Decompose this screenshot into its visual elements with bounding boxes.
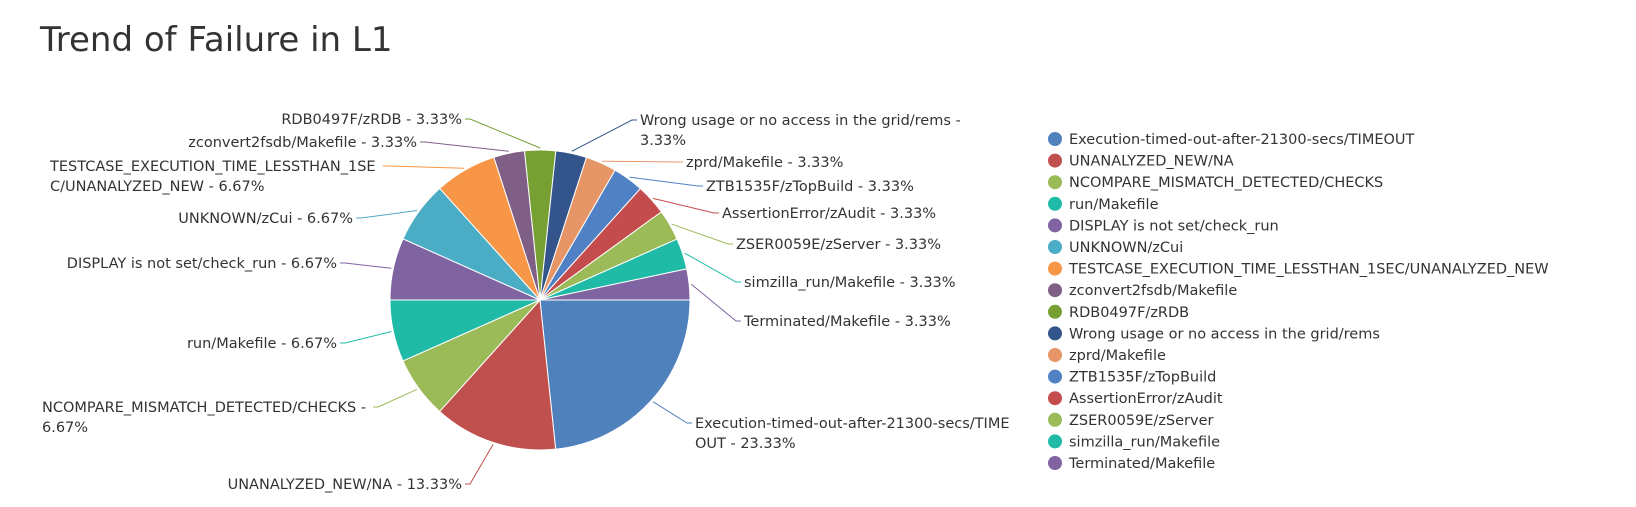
legend-marker: [1048, 196, 1062, 211]
legend-label: run/Makefile: [1069, 197, 1159, 213]
leader-line-testcase-execution-time-lessthan-1sec-unanalyzed-new: [383, 165, 465, 169]
legend-item-unknown-zcui[interactable]: UNKNOWN/zCui: [1048, 240, 1183, 256]
legend-label: NCOMPARE_MISMATCH_DETECTED/CHECKS: [1069, 175, 1383, 191]
legend-label: simzilla_run/Makefile: [1069, 434, 1220, 450]
legend-label: Terminated/Makefile: [1068, 456, 1215, 472]
legend-label: UNANALYZED_NEW/NA: [1069, 154, 1234, 170]
pie-slice-terminated-makefile[interactable]: [539, 268, 691, 301]
chart-title: Trend of Failure in L1: [40, 20, 393, 60]
slice-label-unanalyzed-new-na: UNANALYZED_NEW/NA - 13.33%: [228, 477, 462, 493]
slice-label-testcase-execution-time-lessthan-1sec-unanalyzed-new: TESTCASE_EXECUTION_TIME_LESSTHAN_1SE C/UN…: [49, 159, 376, 195]
legend-item-execution-timed-out-after-21300-secs-timeout[interactable]: Execution-timed-out-after-21300-secs/TIM…: [1048, 132, 1415, 148]
legend-item-testcase-execution-time-lessthan-1sec-unanalyzed-new[interactable]: TESTCASE_EXECUTION_TIME_LESSTHAN_1SEC/UN…: [1048, 261, 1549, 278]
legend-item-wrong-usage-or-no-access-in-the-grid-rems[interactable]: Wrong usage or no access in the grid/rem…: [1048, 326, 1380, 342]
legend-label: RDB0497F/zRDB: [1069, 305, 1189, 321]
legend-marker: [1048, 456, 1062, 470]
legend-marker: [1048, 412, 1062, 427]
leader-line-unanalyzed-new-na: [465, 444, 494, 485]
leader-line-zser0059e-zserver: [671, 223, 733, 245]
legend-marker: [1048, 369, 1062, 384]
legend-marker: [1048, 391, 1062, 406]
leader-line-rdb0497f-zrdb: [465, 118, 541, 149]
slice-label-ncompare-mismatch-detected-checks: NCOMPARE_MISMATCH_DETECTED/CHECKS -6.67%: [42, 400, 366, 436]
slice-label-execution-timed-out-after-21300-secs-timeout: Execution-timed-out-after-21300-secs/TIM…: [695, 416, 1010, 452]
legend-label: Wrong usage or no access in the grid/rem…: [1069, 326, 1380, 342]
legend-marker: [1048, 304, 1062, 319]
legend-marker: [1048, 434, 1062, 449]
legend-item-unanalyzed-new-na[interactable]: UNANALYZED_NEW/NA: [1048, 153, 1234, 170]
slice-label-zprd-makefile: zprd/Makefile - 3.33%: [686, 155, 843, 171]
legend-item-ztb1535f-ztopbuild[interactable]: ZTB1535F/zTopBuild: [1048, 369, 1216, 386]
leader-line-unknown-zcui: [356, 210, 418, 219]
legend-label: TESTCASE_EXECUTION_TIME_LESSTHAN_1SEC/UN…: [1068, 262, 1549, 278]
slice-label-assertionerror-zaudit: AssertionError/zAudit - 3.33%: [722, 206, 936, 222]
slice-label-zser0059e-zserver: ZSER0059E/zServer - 3.33%: [736, 237, 941, 253]
legend-label: ZSER0059E/zServer: [1069, 413, 1214, 429]
slice-label-display-is-not-set-check-run: DISPLAY is not set/check_run - 6.67%: [67, 256, 337, 272]
legend-item-display-is-not-set-check-run[interactable]: DISPLAY is not set/check_run: [1048, 218, 1279, 234]
legend-marker: [1048, 240, 1062, 254]
legend-marker: [1048, 175, 1062, 190]
leader-line-zprd-makefile: [601, 160, 683, 163]
pie-slices: [389, 149, 691, 451]
legend-marker: [1048, 218, 1062, 233]
legend-item-rdb0497f-zrdb[interactable]: RDB0497F/zRDB: [1048, 304, 1189, 321]
leader-line-ncompare-mismatch-detected-checks: [373, 388, 418, 408]
legend: Execution-timed-out-after-21300-secs/TIM…: [1048, 132, 1549, 472]
legend-item-zser0059e-zserver[interactable]: ZSER0059E/zServer: [1048, 412, 1214, 429]
legend-item-run-makefile[interactable]: run/Makefile: [1048, 196, 1159, 213]
slice-label-simzilla-run-makefile: simzilla_run/Makefile - 3.33%: [744, 275, 956, 291]
legend-marker: [1048, 283, 1062, 298]
leader-line-zconvert2fsdb-makefile: [420, 141, 509, 152]
slice-label-run-makefile: run/Makefile - 6.67%: [187, 336, 337, 352]
leader-line-terminated-makefile: [690, 283, 741, 322]
leader-line-wrong-usage-or-no-access-in-the-grid-rems: [571, 119, 637, 152]
legend-label: zconvert2fsdb/Makefile: [1069, 283, 1237, 299]
slice-label-rdb0497f-zrdb: RDB0497F/zRDB - 3.33%: [281, 112, 462, 128]
pie-slice-unanalyzed-new-na[interactable]: [438, 298, 557, 451]
legend-label: Execution-timed-out-after-21300-secs/TIM…: [1069, 132, 1415, 148]
slice-label-unknown-zcui: UNKNOWN/zCui - 6.67%: [178, 211, 353, 227]
legend-item-zconvert2fsdb-makefile[interactable]: zconvert2fsdb/Makefile: [1048, 283, 1237, 299]
slice-labels: Execution-timed-out-after-21300-secs/TIM…: [42, 112, 1010, 493]
legend-marker: [1048, 132, 1062, 146]
legend-item-terminated-makefile[interactable]: Terminated/Makefile: [1048, 456, 1215, 472]
label-leader-lines: [340, 118, 741, 485]
legend-label: AssertionError/zAudit: [1069, 391, 1223, 407]
legend-marker: [1048, 153, 1062, 168]
legend-label: zprd/Makefile: [1069, 348, 1166, 364]
pie-slice-execution-timed-out-after-21300-secs-timeout[interactable]: [539, 299, 691, 450]
slice-label-zconvert2fsdb-makefile: zconvert2fsdb/Makefile - 3.33%: [188, 135, 417, 151]
leader-line-display-is-not-set-check-run: [340, 262, 392, 269]
leader-line-run-makefile: [340, 331, 392, 344]
legend-item-assertionerror-zaudit[interactable]: AssertionError/zAudit: [1048, 391, 1223, 407]
legend-marker: [1048, 326, 1062, 341]
slice-label-wrong-usage-or-no-access-in-the-grid-rems: Wrong usage or no access in the grid/rem…: [640, 113, 961, 149]
slice-label-ztb1535f-ztopbuild: ZTB1535F/zTopBuild - 3.33%: [706, 179, 914, 195]
legend-item-ncompare-mismatch-detected-checks[interactable]: NCOMPARE_MISMATCH_DETECTED/CHECKS: [1048, 175, 1383, 191]
leader-line-simzilla-run-makefile: [684, 252, 741, 283]
legend-marker: [1048, 261, 1062, 276]
legend-marker: [1048, 348, 1062, 362]
leader-line-execution-timed-out-after-21300-secs-timeout: [652, 401, 692, 424]
legend-label: ZTB1535F/zTopBuild: [1069, 370, 1216, 386]
leader-line-ztb1535f-ztopbuild: [629, 176, 703, 187]
leader-line-assertionerror-zaudit: [652, 197, 719, 214]
legend-item-zprd-makefile[interactable]: zprd/Makefile: [1048, 348, 1166, 364]
slice-label-terminated-makefile: Terminated/Makefile - 3.33%: [743, 314, 951, 330]
legend-label: DISPLAY is not set/check_run: [1069, 218, 1279, 234]
legend-item-simzilla-run-makefile[interactable]: simzilla_run/Makefile: [1048, 434, 1220, 450]
legend-label: UNKNOWN/zCui: [1069, 240, 1183, 256]
